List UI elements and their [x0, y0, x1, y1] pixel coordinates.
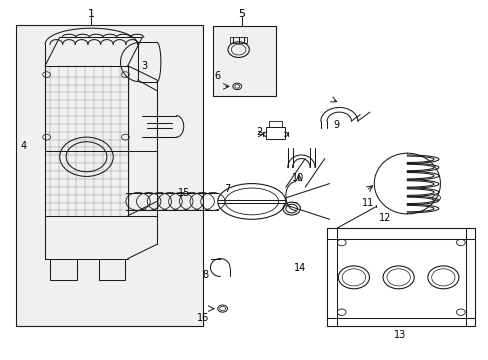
Bar — [16, 24, 203, 327]
Text: 10: 10 — [291, 173, 304, 183]
Text: 9: 9 — [333, 120, 339, 130]
Text: 16: 16 — [197, 312, 209, 323]
Bar — [266, 127, 285, 139]
Text: 5: 5 — [238, 9, 245, 19]
Text: 3: 3 — [142, 61, 147, 71]
Bar — [212, 26, 276, 96]
Text: 13: 13 — [393, 330, 406, 341]
Text: 6: 6 — [214, 71, 221, 81]
Text: 15: 15 — [177, 188, 189, 198]
Bar — [326, 228, 474, 327]
Text: 7: 7 — [224, 184, 230, 194]
Text: 2: 2 — [255, 127, 262, 137]
Text: 11: 11 — [362, 198, 374, 208]
Text: 8: 8 — [202, 270, 208, 280]
Bar — [229, 37, 247, 43]
Text: 12: 12 — [379, 212, 391, 222]
Text: 14: 14 — [294, 262, 306, 273]
Bar — [268, 121, 282, 127]
Text: 1: 1 — [88, 9, 95, 19]
Text: 4: 4 — [20, 141, 26, 151]
